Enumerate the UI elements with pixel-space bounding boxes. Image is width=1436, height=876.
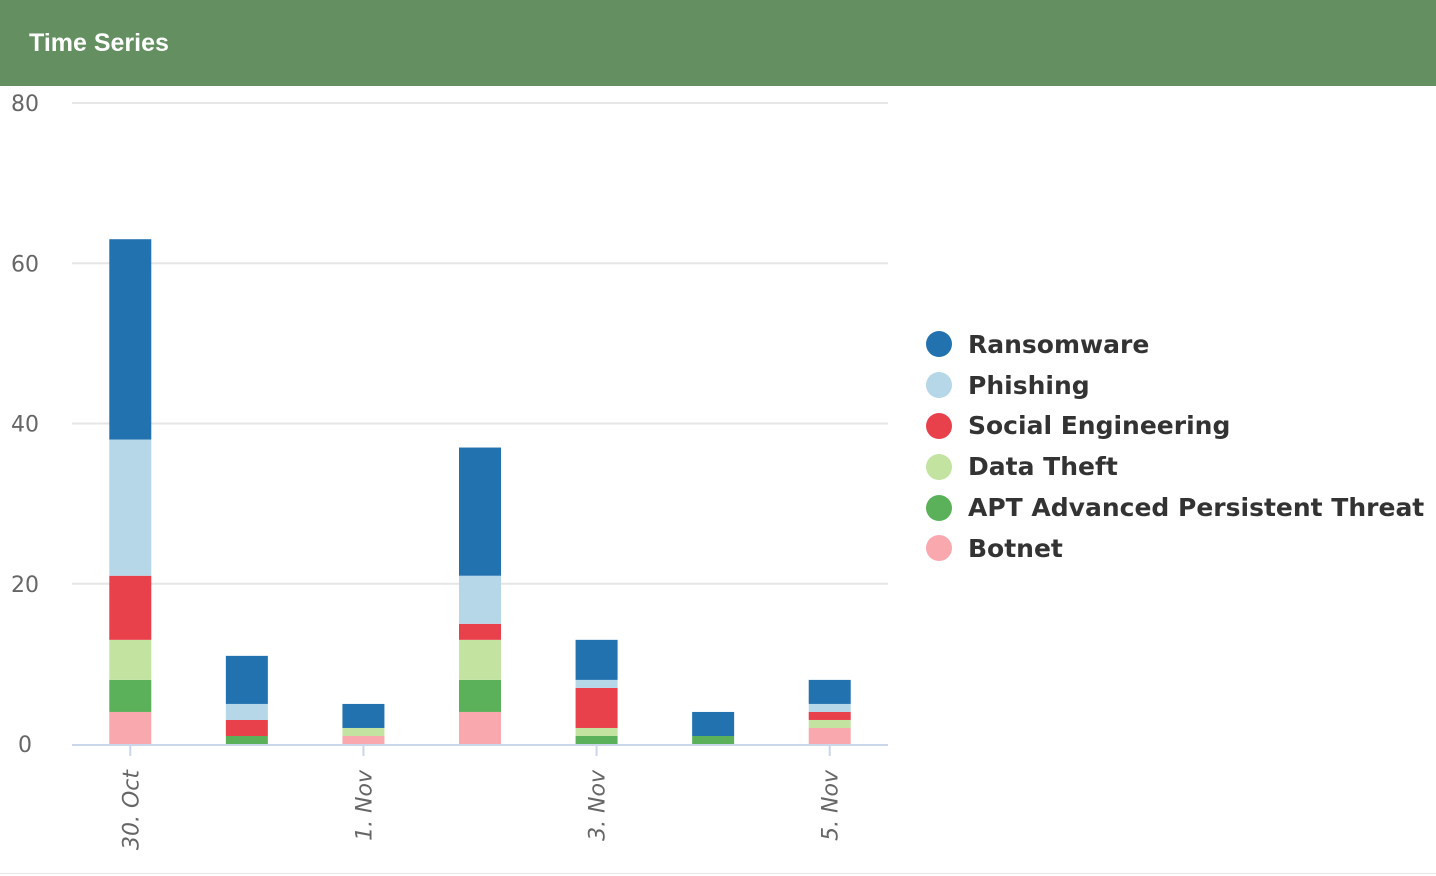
bar-segment-social-engineering bbox=[109, 575, 152, 640]
bar-segment-social-engineering bbox=[575, 687, 618, 728]
y-tick-label: 80 bbox=[11, 92, 39, 117]
y-tick-label: 0 bbox=[18, 733, 32, 758]
chart-legend: Ransomware Phishing Social Engineering Data… bbox=[926, 324, 1424, 569]
bar-segment-phishing bbox=[808, 703, 851, 712]
legend-marker bbox=[926, 372, 952, 399]
y-tick-label: 40 bbox=[11, 413, 39, 438]
bar-segment-botnet bbox=[808, 727, 851, 744]
legend-label: Phishing bbox=[968, 370, 1090, 400]
bar-segment-ransomware bbox=[342, 703, 385, 728]
bar-segment-data-theft bbox=[459, 639, 501, 680]
bar-segment-phishing bbox=[109, 439, 152, 576]
panel-title: Time Series bbox=[29, 28, 169, 57]
panel-bottom-border bbox=[0, 873, 1436, 874]
bar-segment-phishing bbox=[459, 575, 501, 624]
x-tick-label: 30. Oct bbox=[119, 769, 144, 850]
bar-segment-data-theft bbox=[109, 639, 152, 680]
bar-segment-phishing bbox=[225, 703, 268, 720]
bar-segment-botnet bbox=[109, 711, 152, 744]
legend-marker bbox=[926, 535, 952, 562]
bar-segment-apt-advanced-persistent-threat bbox=[225, 735, 268, 744]
bar-segment-social-engineering bbox=[808, 711, 851, 720]
legend-item[interactable]: Phishing bbox=[926, 365, 1424, 406]
bar-segment-data-theft bbox=[342, 727, 385, 736]
bar-segment-social-engineering bbox=[225, 719, 268, 736]
y-axis-labels: 0 20 40 60 80 bbox=[11, 92, 39, 758]
x-tick-label: 5. Nov bbox=[819, 769, 844, 841]
legend-label: Social Engineering bbox=[968, 411, 1231, 441]
x-axis-labels: 30. Oct 1. Nov 3. Nov 5. Nov bbox=[119, 769, 843, 850]
panel-header: Time Series bbox=[0, 0, 1436, 86]
bar-segment-ransomware bbox=[225, 655, 268, 704]
bar-segment-apt-advanced-persistent-threat bbox=[109, 679, 152, 712]
bar-segment-social-engineering bbox=[459, 623, 501, 640]
x-tick-label: 1. Nov bbox=[352, 769, 377, 841]
bar-segment-botnet bbox=[459, 711, 501, 744]
bar-segment-ransomware bbox=[575, 639, 618, 680]
stacked-bar-chart: 0 20 40 60 80 30. Oct 1. Nov 3. Nov 5. Nov bbox=[11, 92, 888, 850]
bar-segment-phishing bbox=[575, 679, 618, 688]
x-axis bbox=[72, 744, 888, 756]
legend-item[interactable]: Social Engineering bbox=[926, 406, 1424, 447]
legend-label: APT Advanced Persistent Threat bbox=[968, 493, 1425, 523]
legend-item[interactable]: Ransomware bbox=[926, 324, 1424, 365]
legend-marker bbox=[926, 331, 952, 358]
legend-label: Data Theft bbox=[968, 452, 1118, 482]
legend-label: Ransomware bbox=[968, 329, 1150, 359]
y-tick-label: 20 bbox=[11, 573, 39, 598]
bar-segment-ransomware bbox=[808, 679, 851, 704]
legend-item[interactable]: Data Theft bbox=[926, 446, 1424, 487]
bar-segment-botnet bbox=[342, 735, 385, 744]
bar-segment-ransomware bbox=[109, 239, 152, 440]
legend-marker bbox=[926, 453, 952, 480]
bar-segment-data-theft bbox=[808, 719, 851, 728]
legend-item[interactable]: Botnet bbox=[926, 528, 1424, 569]
legend-item[interactable]: APT Advanced Persistent Threat bbox=[926, 487, 1424, 528]
legend-marker bbox=[926, 494, 952, 521]
legend-label: Botnet bbox=[968, 533, 1063, 563]
x-tick-label: 3. Nov bbox=[586, 769, 611, 841]
bar-segment-ransomware bbox=[459, 447, 501, 576]
bar-segment-ransomware bbox=[692, 711, 735, 736]
bar-segment-apt-advanced-persistent-threat bbox=[459, 679, 501, 712]
bar-segment-apt-advanced-persistent-threat bbox=[692, 735, 735, 744]
bar-segment-data-theft bbox=[575, 727, 618, 736]
bar-segment-apt-advanced-persistent-threat bbox=[575, 735, 618, 744]
y-tick-label: 60 bbox=[11, 252, 39, 277]
bars bbox=[109, 239, 851, 744]
legend-marker bbox=[926, 412, 952, 439]
